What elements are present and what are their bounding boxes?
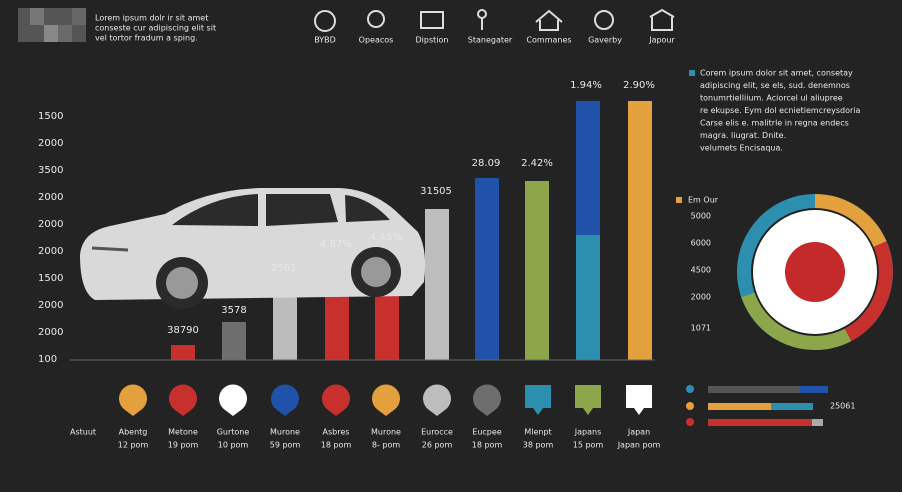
- column-name: Asbres: [323, 428, 350, 437]
- bar-label: 2501: [271, 263, 296, 274]
- column-sub: 18 pom: [472, 441, 503, 450]
- pin: [321, 384, 350, 416]
- description: adipiscing elit, se els, sud. denemnos: [700, 81, 850, 90]
- mini-bars-label: 25061: [830, 402, 855, 411]
- column-sub: 19 pom: [168, 441, 199, 450]
- pin: [473, 384, 501, 416]
- nav-label: BYBD: [314, 36, 336, 45]
- column-name: Gurtone: [217, 428, 250, 437]
- bar: [525, 181, 549, 360]
- column-name: Eucpee: [472, 428, 502, 437]
- mini-bars: [686, 385, 828, 426]
- description: Carse elis e. malitrle in regna endecs: [700, 119, 849, 128]
- bar: [475, 178, 499, 360]
- pin: [525, 385, 551, 415]
- column-name: Metone: [168, 428, 198, 437]
- logo: [18, 8, 86, 42]
- pins: [118, 384, 652, 416]
- axis-label: 2000: [38, 327, 63, 338]
- logo-text: vel tortor fradum a sping.: [95, 34, 198, 43]
- column-sub: Japan pom: [617, 441, 661, 450]
- column-sub: 12 pom: [118, 441, 149, 450]
- bar-label: 1.94%: [570, 80, 602, 91]
- pin: [169, 384, 197, 416]
- axis-label: 2000: [38, 246, 63, 257]
- pin: [219, 384, 248, 416]
- bar: [222, 322, 246, 360]
- bar: [171, 345, 195, 360]
- donut-label: 2000: [691, 293, 711, 302]
- column-sub: 38 pom: [523, 441, 554, 450]
- logo-text: conseste cur adipiscing elit sit: [95, 24, 216, 33]
- nav-label: Gaverby: [588, 36, 622, 45]
- description: re ekupse. Eym dol ecnietiemcreysdoria: [700, 106, 861, 115]
- bullet: [689, 70, 695, 76]
- description: Corem ipsum dolor sit amet, consetay: [700, 69, 853, 78]
- logo-text: Lorem ipsum dolr ir sit amet: [95, 14, 208, 23]
- pin: [626, 385, 652, 415]
- bar-label: 2.90%: [623, 80, 655, 91]
- column-name: Murone: [371, 428, 401, 437]
- column-sub: 15 pom: [573, 441, 604, 450]
- axis-label: 2000: [38, 138, 63, 149]
- column-sub: 8- pom: [372, 441, 400, 450]
- pin: [372, 384, 401, 416]
- row-caption: Astuut: [70, 428, 96, 437]
- nav-label: Commanes: [526, 36, 571, 45]
- donut-label: 4500: [691, 266, 711, 275]
- column-name: Japans: [574, 428, 601, 437]
- column-sub: 59 pom: [270, 441, 301, 450]
- axis-label: 2000: [38, 300, 63, 311]
- axis-label: 1500: [38, 111, 63, 122]
- pin: [118, 384, 147, 416]
- pin: [575, 385, 601, 415]
- bar-label: 3578: [221, 305, 246, 316]
- nav-label: Japour: [648, 36, 675, 45]
- bar: [576, 101, 600, 235]
- axis-label: 3500: [38, 165, 63, 176]
- pin: [271, 384, 299, 416]
- description: tonumrtielliium. Aciorcel ul aliupree: [700, 94, 843, 103]
- donut: [737, 194, 893, 351]
- donut-legend: Em Our: [688, 196, 719, 205]
- description: velumets Encisaqua.: [700, 144, 783, 153]
- axis-label: 2000: [38, 192, 63, 203]
- bar-label: 28.09: [472, 158, 501, 169]
- nav-label: Opeacos: [359, 36, 394, 45]
- bar-label: 38790: [167, 325, 199, 336]
- column-sub: 18 pom: [321, 441, 352, 450]
- donut-label: 6000: [691, 239, 711, 248]
- bullet: [676, 197, 682, 203]
- column-name: Japan: [627, 428, 650, 437]
- donut-label: 5000: [691, 212, 711, 221]
- nav-label: Dipstion: [416, 36, 449, 45]
- donut-label: 1071: [691, 324, 711, 333]
- nav-label: Stanegater: [468, 36, 513, 45]
- column-name: Abentg: [119, 428, 148, 437]
- column-sub: 10 pom: [218, 441, 249, 450]
- column-name: Murone: [270, 428, 300, 437]
- column-name: Mlenpt: [524, 428, 551, 437]
- nav-icons: [314, 8, 675, 32]
- bar-label: 2.42%: [521, 158, 553, 169]
- car-illustration: [80, 188, 426, 309]
- bar-label: 4.45%: [370, 232, 402, 243]
- bar: [628, 101, 652, 360]
- axis-label: 2000: [38, 219, 63, 230]
- axis-label: 1500: [38, 273, 63, 284]
- column-name: Eurocce: [421, 428, 453, 437]
- bar-label: 4.87%: [320, 239, 352, 250]
- axis-label: 100: [38, 354, 57, 365]
- column-sub: 26 pom: [422, 441, 453, 450]
- bar: [576, 235, 600, 360]
- bar-label: 31505: [420, 186, 452, 197]
- description: magra. liugrat. Dnite.: [700, 131, 786, 140]
- pin: [423, 384, 452, 416]
- bar: [425, 209, 449, 360]
